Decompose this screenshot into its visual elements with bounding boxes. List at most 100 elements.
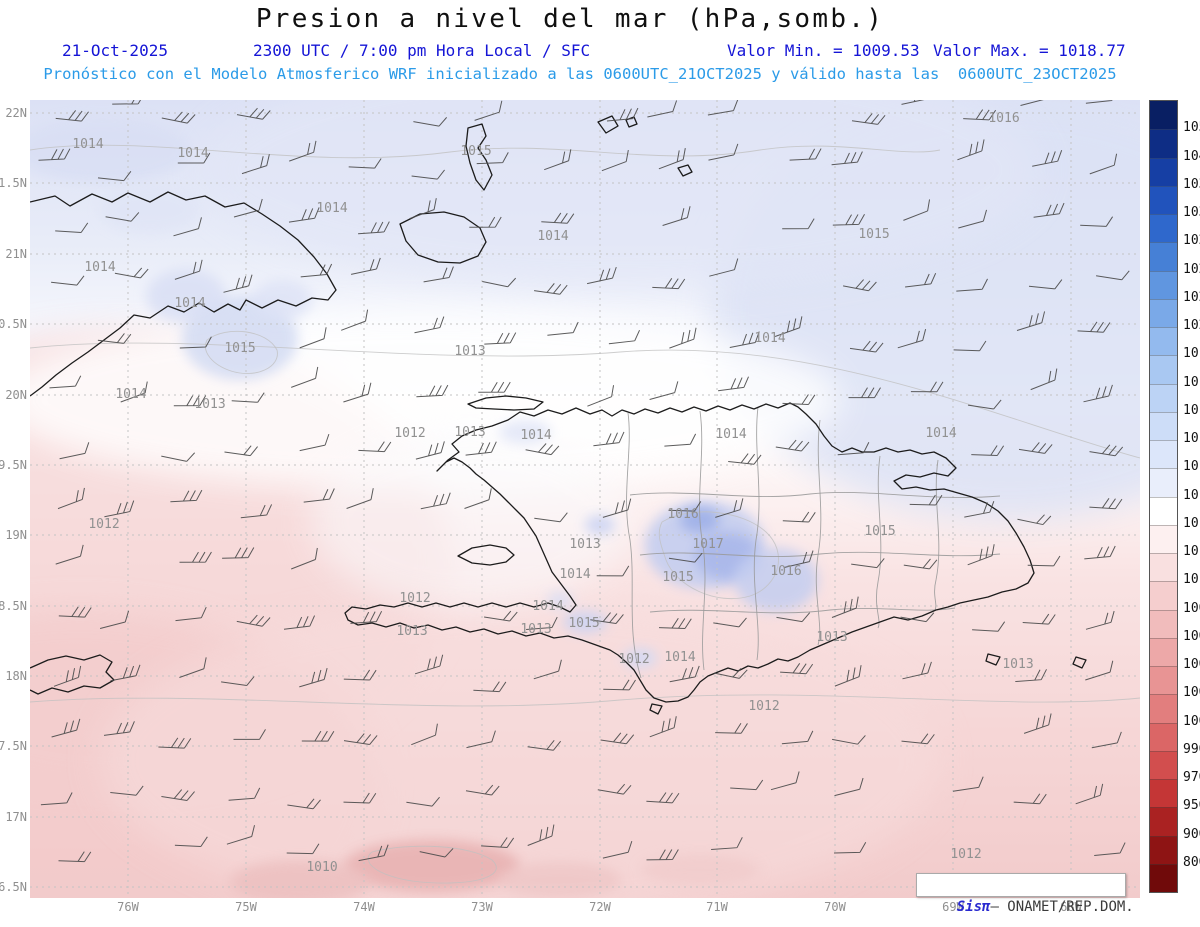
wind-barb xyxy=(175,606,207,622)
axis-label-lat: 17N xyxy=(5,810,27,824)
colorbar-cell xyxy=(1150,722,1177,751)
wind-barb xyxy=(602,841,633,859)
contour-label: 1012 xyxy=(399,591,430,606)
colorbar-cell xyxy=(1150,468,1177,497)
colorbar-value: 1019 xyxy=(1183,346,1200,362)
wind-barb xyxy=(662,206,691,226)
wind-barb xyxy=(1083,384,1113,403)
colorbar-cell xyxy=(1150,242,1177,271)
wind-barb xyxy=(963,109,997,121)
wind-barb xyxy=(956,278,988,292)
wind-barb xyxy=(547,321,579,336)
wind-barb xyxy=(774,316,803,337)
colorbar-value: 1015 xyxy=(1183,459,1200,475)
wind-barb xyxy=(105,212,140,222)
wind-barb xyxy=(848,387,881,399)
colorbar-cell xyxy=(1150,581,1177,610)
coastline-tortuga xyxy=(467,395,544,411)
wind-barb xyxy=(241,154,270,175)
wind-barb xyxy=(527,824,555,846)
wind-barb xyxy=(236,614,271,627)
wind-barb xyxy=(53,665,82,687)
wind-barb xyxy=(350,257,381,275)
coastline-islet xyxy=(677,164,693,177)
colorbar-value: 1040 xyxy=(1183,148,1200,164)
colorbar-value: 900 xyxy=(1183,826,1200,842)
wind-barb xyxy=(464,488,492,509)
colorbar-value: 1016 xyxy=(1183,431,1200,446)
coastline-beata xyxy=(649,703,663,715)
wind-barb xyxy=(1023,713,1052,734)
wind-barb xyxy=(849,340,884,353)
wind-barb xyxy=(301,730,335,742)
wind-barb xyxy=(1077,321,1111,333)
wind-barb xyxy=(658,148,686,170)
wind-barb xyxy=(709,258,739,277)
wind-barb xyxy=(291,547,318,570)
colorbar-value: 1022 xyxy=(1183,289,1200,305)
axis-label-lon: 73W xyxy=(471,900,493,914)
wind-barb xyxy=(348,158,382,169)
wind-barb xyxy=(414,316,445,334)
contour-label: 1013 xyxy=(454,425,485,440)
contour-label: 1013 xyxy=(194,397,225,412)
wind-barb xyxy=(177,152,211,164)
wind-barb xyxy=(967,544,995,566)
colorbar-value: 1025 xyxy=(1183,261,1200,277)
wind-barb xyxy=(601,149,629,172)
contour-label: 1013 xyxy=(396,624,427,639)
colorbar-cell xyxy=(1150,214,1177,243)
axis-label-lat: 1.5N xyxy=(0,176,27,190)
wind-barb xyxy=(718,376,749,392)
wind-barb xyxy=(606,107,639,122)
wind-barb xyxy=(343,792,377,804)
wind-barb xyxy=(416,384,449,398)
valor-max: Valor Max. = 1018.77 xyxy=(933,41,1126,60)
wind-barb xyxy=(1075,783,1104,805)
contour-label: 1013 xyxy=(1002,657,1033,672)
wind-barb xyxy=(776,612,811,623)
wind-barb xyxy=(236,107,271,120)
contour-label: 1012 xyxy=(748,699,779,714)
wind-barb xyxy=(228,787,261,801)
wind-barb xyxy=(646,849,679,861)
wind-barb xyxy=(286,843,320,855)
wind-barb xyxy=(900,612,935,623)
wind-barb xyxy=(525,443,560,456)
wind-barb xyxy=(834,777,864,797)
wind-barb xyxy=(730,779,764,791)
axis-label-lon: 71W xyxy=(706,900,728,914)
wind-barb xyxy=(832,214,865,226)
coastline-great-inagua xyxy=(399,211,487,264)
colorbar-value: 950 xyxy=(1183,798,1200,814)
wind-barb xyxy=(1089,444,1124,457)
wind-barb xyxy=(55,544,84,565)
wind-barb xyxy=(713,617,747,628)
wind-barb xyxy=(728,453,762,465)
axis-label-lon: 68W xyxy=(1060,900,1082,914)
wind-barb xyxy=(173,217,202,237)
axis-labels: 76W 75W 74W 73W 72W 71W 70W 69W 68W 22N 1.5N 21N 0.5… xyxy=(0,106,1083,914)
wind-barb xyxy=(289,140,317,162)
wind-barb xyxy=(346,488,374,509)
wind-barb xyxy=(466,730,496,749)
coastline-gonave xyxy=(457,544,515,566)
wind-barb xyxy=(469,216,502,228)
wind-barb xyxy=(288,207,320,223)
wind-barb xyxy=(596,565,630,577)
wind-barb xyxy=(103,721,135,736)
wind-barb xyxy=(646,792,680,804)
wind-barb xyxy=(173,395,207,407)
colorbar-cell xyxy=(1150,807,1177,836)
wind-barb xyxy=(170,489,203,503)
province-boundary xyxy=(639,551,1001,557)
wind-barb xyxy=(465,441,497,456)
wind-barb xyxy=(38,148,71,161)
wind-barb xyxy=(534,283,568,295)
contour-label: 1014 xyxy=(316,201,347,216)
wind-barb xyxy=(291,366,319,388)
wind-barb xyxy=(300,263,333,278)
colorbar-cell xyxy=(1150,666,1177,695)
contour-label: 1014 xyxy=(174,296,205,311)
wind-barb xyxy=(608,329,640,345)
